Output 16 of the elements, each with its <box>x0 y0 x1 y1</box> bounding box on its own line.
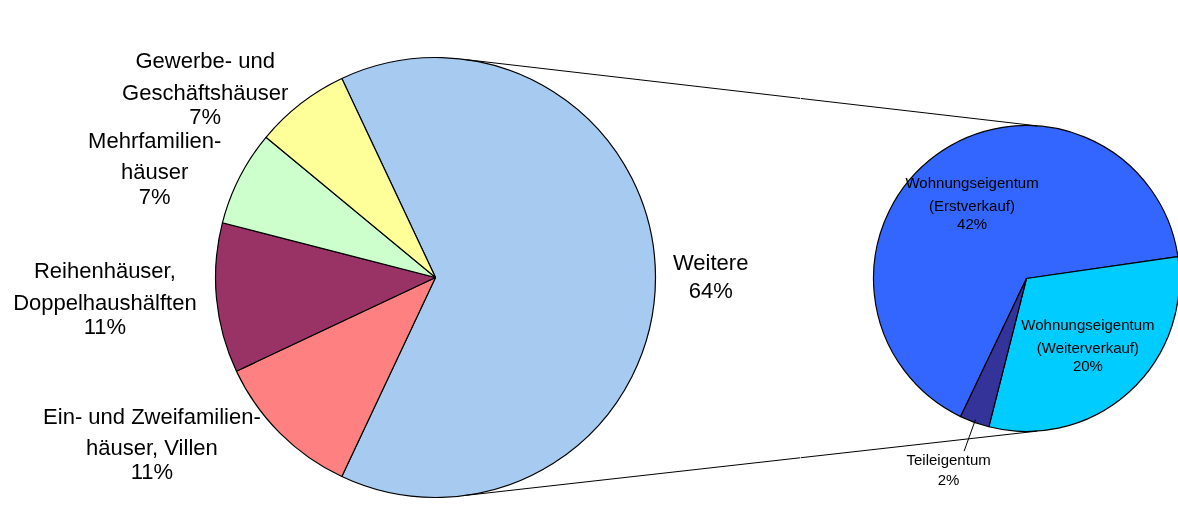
slice-label: Gewerbe- und Geschäftshäuser <box>122 47 289 105</box>
slice-label: Wohnungseigentum (Erstverkauf) <box>905 174 1039 215</box>
slice-label: Ein- und Zweifamilien- häuser, Villen <box>43 403 261 461</box>
slice-label: Reihenhäuser, Doppelhaushälften <box>13 257 197 315</box>
data-label: 2% <box>937 471 960 489</box>
data-label: 20% <box>1072 356 1103 374</box>
data-label: 42% <box>957 214 988 232</box>
slice-label: Wohnungseigentum (Weiterverkauf) <box>1021 316 1155 357</box>
data-label: 64% <box>688 277 733 303</box>
data-label: 7% <box>138 183 171 209</box>
data-label: 11% <box>83 313 127 339</box>
slice-label: Weitere <box>673 249 749 275</box>
data-label: 7% <box>189 103 222 129</box>
data-label: 11% <box>130 459 174 485</box>
slice-label: Mehrfamilien- häuser <box>88 127 222 185</box>
slice-label: Teileigentum <box>906 451 991 469</box>
